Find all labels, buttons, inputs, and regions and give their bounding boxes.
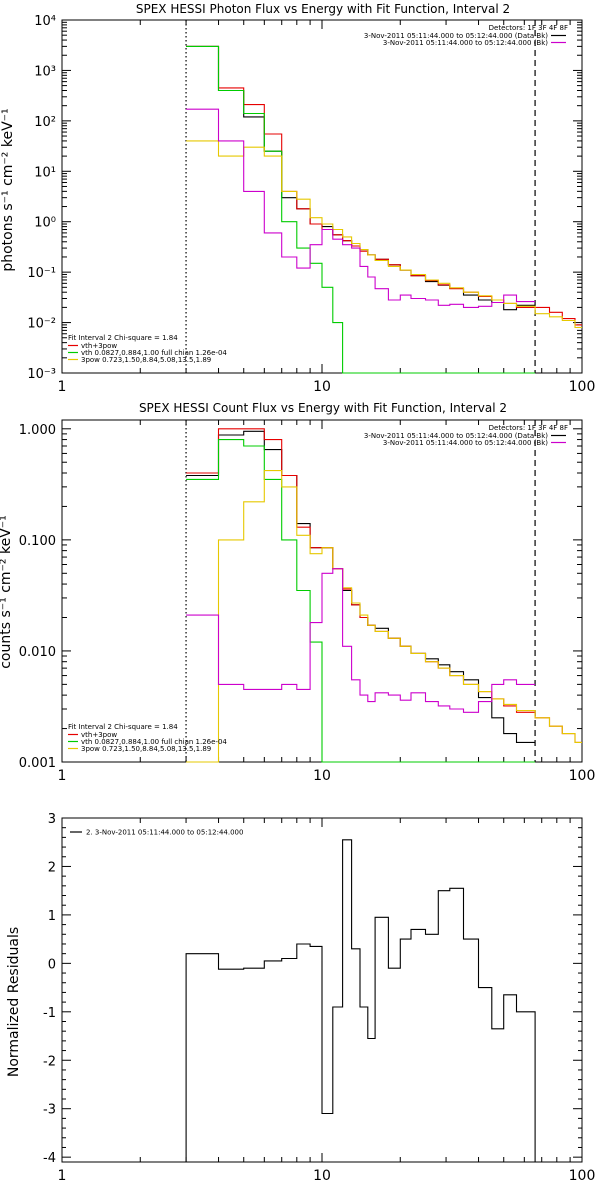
x-tick-label: 100 [569, 768, 596, 784]
residuals-y-axis-label: Normalized Residuals [6, 927, 22, 1077]
legend-entry: vth+3pow [81, 342, 117, 350]
series-vth-line [186, 45, 536, 374]
photon-flux-panel: SPEX HESSI Photon Flux vs Energy with Fi… [0, 2, 595, 395]
legend-entry: 3-Nov-2011 05:11:44.000 to 05:12:44.000 … [364, 32, 548, 40]
count-flux-panel: SPEX HESSI Count Flux vs Energy with Fit… [0, 401, 595, 784]
legend-entry: 3-Nov-2011 05:11:44.000 to 05:12:44.000 … [383, 39, 548, 47]
legend-header: Detectors: 1F 3F 4F 8F [489, 24, 568, 32]
x-tick-label: 1 [58, 1168, 67, 1184]
legend-entry: 3-Nov-2011 05:11:44.000 to 05:12:44.000 … [383, 439, 548, 447]
x-tick-label: 1 [58, 379, 67, 395]
series-data-bk-line [186, 430, 536, 743]
y-tick-label: 0.100 [19, 534, 56, 549]
legend-entry: vth 0.0827,0.884,1.00 full chian 1.26e-0… [81, 738, 227, 746]
legend-entry: vth+3pow [81, 731, 117, 739]
series-vth-3pow-line [186, 45, 582, 326]
x-tick-label: 10 [313, 768, 331, 784]
y-tick-label: 0.001 [19, 756, 56, 771]
y-tick-label: 10⁴ [34, 14, 56, 29]
legend-header: Fit Interval 2 Chi-square = 1.84 [68, 723, 178, 731]
residuals-legends: 2. 3-Nov-2011 05:11:44.000 to 05:12:44.0… [70, 829, 243, 837]
series-3pow-line [186, 140, 582, 329]
photon-series [185, 20, 582, 374]
y-tick-label: 1.000 [19, 423, 56, 438]
x-tick-label: 1 [58, 768, 67, 784]
y-tick-label: 10² [34, 115, 56, 130]
count-legends: Detectors: 1F 3F 4F 8F3-Nov-2011 05:11:4… [68, 424, 568, 753]
y-tick-label: 10⁻¹ [27, 266, 56, 281]
photon-axes: 1 10 100 10⁻³ 10⁻² 10⁻¹ 10⁰ 10¹ 10² 10³ 10⁴ [27, 14, 595, 395]
x-tick-label: 100 [569, 379, 596, 395]
series-vth-line [186, 439, 536, 763]
series-data-bk-line [186, 45, 536, 311]
series-3pow-line [186, 470, 582, 763]
legend-entry: 3-Nov-2011 05:11:44.000 to 05:12:44.000 … [364, 432, 548, 440]
y-tick-label: 10⁻² [27, 317, 56, 332]
y-tick-label: -3 [43, 1103, 56, 1118]
y-tick-label: 0 [48, 957, 56, 972]
count-series [185, 420, 582, 763]
legend-entry: vth 0.0827,0.884,1.00 full chian 1.26e-0… [81, 349, 227, 357]
legend-header: Detectors: 1F 3F 4F 8F [489, 424, 568, 432]
count-chart-title: SPEX HESSI Count Flux vs Energy with Fit… [139, 401, 507, 415]
series-residual-line [185, 839, 536, 1162]
plot-frame [61, 19, 583, 374]
y-tick-label: 2 [48, 860, 56, 875]
legend-entry: 3pow 0.723,1.50,8.84,5.08,13.5,1.89 [81, 745, 211, 753]
y-tick-label: 10¹ [34, 165, 56, 180]
y-tick-label: 3 [48, 812, 56, 827]
legend-entry: 3pow 0.723,1.50,8.84,5.08,13.5,1.89 [81, 356, 211, 364]
y-tick-label: -2 [43, 1054, 56, 1069]
y-tick-label: 1 [48, 909, 56, 924]
residuals-panel: Normalized Residuals 1 10 100-4-3-2-10123 … [6, 812, 595, 1184]
photon-y-axis-label: photons s⁻¹ cm⁻² keV⁻¹ [0, 108, 16, 271]
x-tick-label: 10 [313, 379, 331, 395]
y-tick-label: -1 [43, 1006, 56, 1021]
photon-chart-title: SPEX HESSI Photon Flux vs Energy with Fi… [136, 2, 510, 16]
y-tick-label: 10⁻³ [27, 367, 56, 382]
legend-header: Fit Interval 2 Chi-square = 1.84 [68, 334, 178, 342]
y-tick-label: -4 [43, 1151, 56, 1166]
series-vth-3pow-line [186, 428, 582, 743]
series-bk-line [186, 108, 536, 308]
photon-legends: Detectors: 1F 3F 4F 8F3-Nov-2011 05:11:4… [68, 24, 568, 364]
y-tick-label: 10⁰ [34, 216, 56, 231]
count-axes: 1 10 100 0.001 0.010 0.100 1.000 [19, 419, 596, 784]
residuals-series [185, 839, 536, 1162]
series-bk-line [186, 568, 536, 713]
x-tick-label: 100 [569, 1168, 596, 1184]
y-tick-label: 10³ [34, 64, 56, 79]
y-tick-label: 0.010 [19, 645, 56, 660]
count-y-axis-label: counts s⁻¹ cm⁻² keV⁻¹ [0, 515, 14, 669]
residuals-axes: 1 10 100 -4 -3 -2 -1 0 1 2 3 [43, 812, 595, 1184]
x-tick-label: 10 [313, 1168, 331, 1184]
legend-entry: 2. 3-Nov-2011 05:11:44.000 to 05:12:44.0… [86, 829, 243, 837]
